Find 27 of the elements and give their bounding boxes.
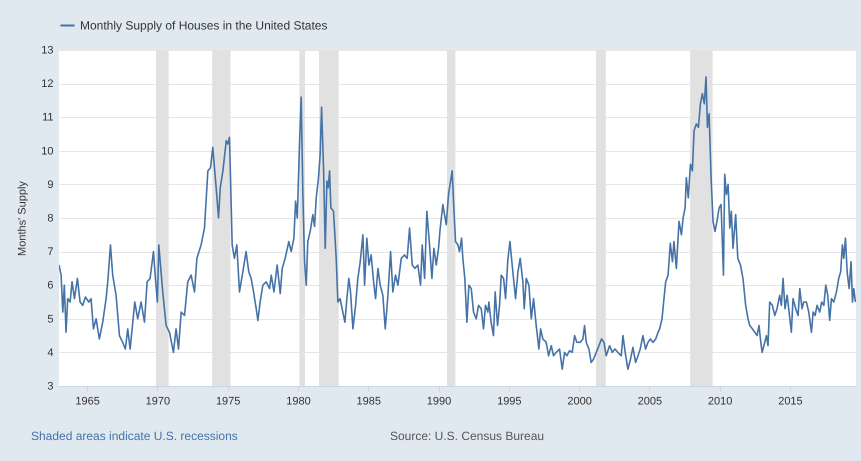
x-tick-label: 2010 bbox=[708, 396, 732, 408]
legend-label: Monthly Supply of Houses in the United States bbox=[80, 18, 328, 32]
x-tick-label: 1990 bbox=[426, 396, 452, 408]
y-tick-label: 3 bbox=[47, 380, 54, 392]
text: Shaded areas indicate U.S. recessions bbox=[31, 429, 238, 443]
y-tick-label: 12 bbox=[41, 78, 54, 90]
y-tick-label: 11 bbox=[42, 112, 54, 124]
x-tick-label: 2015 bbox=[778, 396, 803, 408]
x-tick-label: 2005 bbox=[638, 396, 662, 408]
y-tick-label: 10 bbox=[41, 145, 54, 158]
x-tick-label: 1970 bbox=[146, 396, 170, 408]
y-tick-label: 5 bbox=[47, 313, 54, 326]
x-tick-label: 1980 bbox=[286, 396, 311, 408]
x-tick-label: 1975 bbox=[216, 396, 240, 408]
y-tick-label: 9 bbox=[47, 178, 54, 191]
x-tick-label: 1995 bbox=[497, 396, 522, 408]
y-tick-label: 7 bbox=[47, 246, 54, 258]
x-tick-label: 2000 bbox=[567, 396, 592, 408]
x-tick-label: 1965 bbox=[75, 396, 100, 408]
y-tick-label: 13 bbox=[41, 44, 54, 56]
source-note: Source: U.S. Census Bureau bbox=[390, 429, 544, 443]
y-tick-label: 6 bbox=[47, 280, 54, 292]
y-tick-label: 4 bbox=[47, 346, 54, 359]
line-series bbox=[59, 76, 856, 370]
y-axis-title: Months' Supply bbox=[16, 180, 28, 256]
x-tick-label: 1985 bbox=[356, 396, 381, 408]
y-tick-label: 8 bbox=[47, 212, 54, 224]
